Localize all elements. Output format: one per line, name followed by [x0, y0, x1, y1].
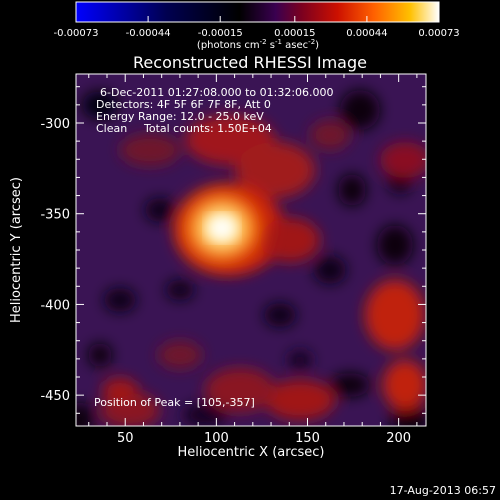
x-tick-label: 150: [295, 431, 320, 446]
y-axis-ticks: -300 -350 -400 -450: [40, 86, 426, 414]
x-axis-label: Heliocentric X (arcsec): [178, 445, 325, 460]
colorbar-units-label: (photons cm-2 s-1 asec-2): [197, 38, 319, 51]
colorbar-ticks: -0.00073 -0.00044 -0.00015 0.00015 0.00044 0.…: [54, 16, 460, 39]
annotation-block: 6-Dec-2011 01:27:08.000 to 01:32:06.000 …: [96, 86, 334, 135]
colorbar-tick-label: -0.00073: [54, 28, 99, 39]
colorbar-gradient: [75, 1, 440, 23]
y-tick-label: -400: [40, 298, 70, 313]
colorbar-tick-label: -0.00015: [198, 28, 243, 39]
y-tick-label: -450: [40, 389, 70, 404]
x-axis-ticks: 50 100 150 200: [88, 74, 418, 446]
x-tick-label: 50: [117, 431, 134, 446]
annotation-detectors: Detectors: 4F 5F 6F 7F 8F, Att 0: [96, 98, 271, 111]
peak-core: [208, 216, 236, 240]
footer-timestamp: 17-Aug-2013 06:57: [390, 484, 496, 497]
colorbar-tick-label: 0.00073: [418, 28, 459, 39]
colorbar-tick-label: 0.00015: [274, 28, 315, 39]
annotation-method: Clean: [96, 122, 127, 135]
peak-position-label: Position of Peak = [105,-357]: [94, 396, 255, 409]
y-tick-label: -300: [40, 117, 70, 132]
x-tick-label: 100: [204, 431, 229, 446]
x-tick-label: 200: [386, 431, 411, 446]
colorbar-tick-label: -0.00044: [126, 28, 171, 39]
heatmap-image: [76, 74, 426, 426]
heatmap-structure: [76, 90, 426, 426]
annotation-time-range: 6-Dec-2011 01:27:08.000 to 01:32:06.000: [100, 86, 334, 99]
colorbar-tick-label: 0.00044: [346, 28, 387, 39]
chart-title: Reconstructed RHESSI Image: [133, 53, 367, 72]
colorbar: -0.00073 -0.00044 -0.00015 0.00015 0.00044 0.…: [54, 1, 460, 51]
y-axis-label: Heliocentric Y (arcsec): [9, 177, 24, 323]
y-tick-label: -350: [40, 208, 70, 223]
annotation-total-counts: Total counts: 1.50E+04: [143, 122, 272, 135]
annotation-energy-range: Energy Range: 12.0 - 25.0 keV: [96, 110, 264, 123]
